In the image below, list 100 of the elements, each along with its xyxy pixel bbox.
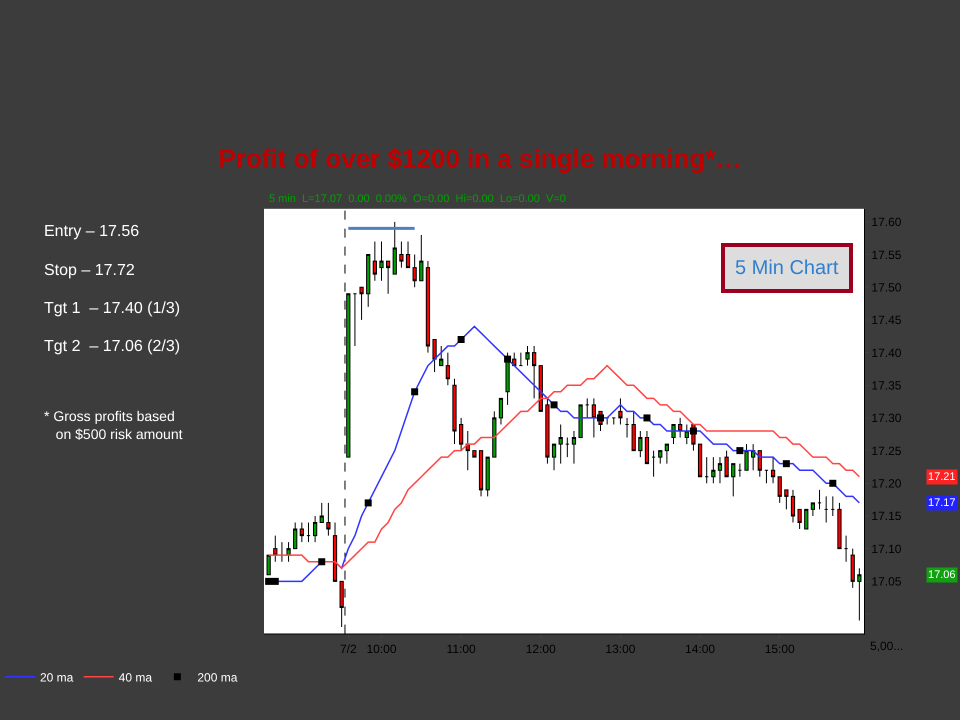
text: Tgt 2 – 17.06 (2/3)	[44, 338, 180, 355]
y-tick-label: 17.30	[871, 411, 902, 426]
candlestick	[419, 234, 424, 282]
point	[318, 558, 326, 566]
candlestick	[651, 450, 656, 478]
candlestick	[392, 221, 397, 275]
candlestick	[525, 346, 530, 366]
candlestick	[359, 286, 364, 320]
candlestick	[320, 502, 324, 523]
candlestick	[498, 398, 504, 425]
candlestick	[286, 542, 291, 562]
point	[364, 499, 372, 506]
candlestick	[432, 339, 437, 373]
candlestick	[572, 430, 576, 464]
candlestick	[817, 489, 822, 510]
candlestick	[618, 398, 623, 425]
candlestick	[644, 430, 650, 464]
candlestick	[678, 417, 682, 438]
text: 17.21	[928, 471, 956, 483]
text: 17.17	[928, 497, 956, 509]
candlestick	[738, 463, 742, 478]
point	[782, 460, 790, 468]
candlestick	[857, 568, 862, 622]
text: 5 min L=17.07 0.00 0.00% O=0.00 Hi=0.00 Lo=0.00 V=0	[269, 193, 566, 205]
y-tick-label: 17.20	[871, 476, 902, 490]
chart-title: Profit of over $1200 in a single morning*…	[218, 144, 742, 174]
y-tick-label: 17.45	[871, 313, 902, 328]
candlestick	[612, 417, 616, 425]
candlestick	[300, 522, 304, 543]
point	[597, 414, 604, 422]
candlestick	[366, 254, 370, 308]
candlestick	[446, 352, 450, 386]
candlestick	[718, 456, 722, 484]
candlestick	[731, 463, 736, 497]
text: Stop – 17.72	[44, 262, 135, 279]
candlestick	[459, 417, 464, 452]
candlestick	[810, 502, 816, 516]
candlestick	[372, 240, 377, 282]
candlestick	[492, 410, 496, 458]
candlestick	[386, 260, 390, 294]
candlestick	[399, 240, 404, 268]
candlestick	[585, 398, 590, 418]
candlestick	[751, 444, 756, 471]
candlestick	[332, 522, 338, 582]
candlestick	[724, 450, 729, 478]
candlestick	[472, 450, 477, 458]
y-tick-label: 17.35	[871, 378, 902, 392]
point	[550, 401, 558, 408]
text: Entry – 17.56	[44, 223, 140, 240]
candlestick	[797, 508, 802, 530]
annotation: 5 Min Chart	[735, 257, 839, 279]
text: 17.06	[928, 569, 956, 581]
candlestick	[790, 489, 796, 523]
candlestick	[778, 476, 782, 504]
candlestick	[379, 240, 384, 282]
candlestick	[770, 456, 776, 484]
candlestick	[293, 522, 298, 550]
x-tick-label: 12:00	[526, 642, 556, 656]
x-tick-label: 14:00	[685, 642, 716, 656]
point	[690, 428, 697, 434]
text: * Gross profits based on $500 risk amount	[44, 408, 183, 442]
candlestick	[711, 456, 716, 484]
candlestick	[538, 365, 543, 412]
candlestick	[784, 489, 788, 510]
y-tick-label: 17.60	[871, 215, 902, 230]
y-tick-label: 17.50	[871, 280, 902, 294]
point	[265, 578, 272, 585]
legend-label: 200 ma	[197, 670, 238, 684]
point	[411, 388, 418, 396]
candlestick	[824, 496, 828, 523]
candlestick	[312, 515, 318, 543]
candlestick	[352, 293, 358, 347]
x-tick-label: 15:00	[764, 642, 796, 656]
candlestick	[764, 470, 769, 484]
candlestick	[664, 444, 669, 464]
y-tick-label: 17.25	[871, 444, 902, 458]
candlestick	[426, 260, 430, 354]
y-tick-label: 17.40	[871, 346, 902, 360]
candlestick	[830, 496, 835, 516]
y-tick-label: 17.15	[871, 509, 902, 524]
point	[504, 356, 512, 363]
point	[736, 447, 744, 454]
candlestick	[658, 450, 662, 464]
text: 5,00...	[870, 639, 904, 653]
candlestick	[638, 430, 642, 458]
candlestick	[466, 430, 470, 471]
candlestick	[486, 456, 490, 497]
candlestick	[698, 444, 702, 478]
candlestick	[804, 508, 808, 530]
x-tick-label: 7/2	[340, 642, 357, 656]
candlestick	[704, 456, 709, 484]
candlestick	[478, 450, 484, 497]
candlestick	[758, 450, 762, 478]
candlestick	[266, 554, 271, 576]
candlestick	[452, 378, 457, 445]
point	[458, 336, 465, 344]
y-tick-label: 17.10	[871, 542, 902, 556]
text: Tgt 1 – 17.40 (1/3)	[44, 300, 180, 317]
line-series	[268, 364, 860, 569]
candlestick	[412, 254, 417, 288]
